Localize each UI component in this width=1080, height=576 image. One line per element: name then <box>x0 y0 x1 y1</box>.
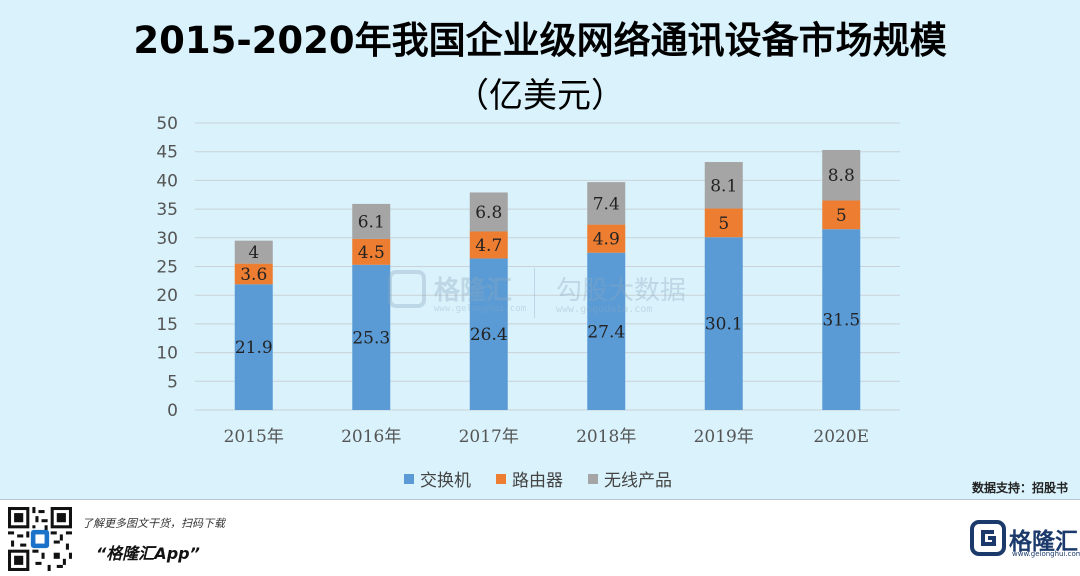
watermark-logo-icon <box>388 270 426 308</box>
grid-lines <box>195 122 900 411</box>
data-label: 4 <box>248 243 259 263</box>
y-tick-label: 30 <box>156 229 178 249</box>
footer <box>0 500 1080 576</box>
bar-segment <box>469 192 508 232</box>
bar-segment <box>822 149 861 201</box>
x-tick-label: 2019年 <box>694 427 754 447</box>
chart-subtitle: （亿美元） <box>455 76 625 116</box>
x-tick-label: 2016年 <box>341 427 401 447</box>
y-tick-label: 50 <box>156 114 178 134</box>
y-tick-label: 15 <box>156 315 178 335</box>
data-label: 7.4 <box>593 194 620 214</box>
data-label: 6.1 <box>358 212 385 232</box>
bar-segment <box>352 264 391 410</box>
bar-segment <box>234 240 273 264</box>
legend: 交换机 路由器 无线产品 <box>404 471 672 491</box>
footer-brand-name: 格隆汇 <box>1009 529 1078 555</box>
x-axis-ticks: 2015年 2016年 2017年 2018年 2019年 2020E <box>224 427 869 447</box>
data-label: 21.9 <box>235 338 273 358</box>
data-label: 5 <box>718 214 729 234</box>
data-label: 4.7 <box>475 236 502 256</box>
bar-segment <box>469 258 508 410</box>
y-tick-label: 10 <box>156 344 178 364</box>
data-label: 3.6 <box>240 265 267 285</box>
data-source: 数据支持：招股书 <box>971 481 1068 495</box>
y-tick-label: 35 <box>156 200 178 220</box>
x-tick-label: 2018年 <box>576 427 636 447</box>
data-label: 27.4 <box>587 322 625 342</box>
bar-segment <box>704 208 743 238</box>
footer-brand-url: www.gelonghui.com <box>1012 550 1080 558</box>
data-label: 31.5 <box>822 311 860 331</box>
data-label: 26.4 <box>470 325 508 345</box>
gelonghui-logo-icon <box>970 520 1006 556</box>
legend-label: 路由器 <box>512 471 563 491</box>
data-label: 6.8 <box>475 203 502 223</box>
y-tick-label: 45 <box>156 143 178 163</box>
bar-segment <box>234 284 273 410</box>
watermark: 格隆汇 www.gelonghui.com 勾股大数据 www.gogudata… <box>388 268 708 320</box>
y-tick-label: 20 <box>156 286 178 306</box>
bar-segment <box>587 224 626 253</box>
bar-segment <box>587 182 626 225</box>
x-tick-label: 2015年 <box>224 427 284 447</box>
bar-segment <box>704 237 743 410</box>
bar-segment <box>469 231 508 259</box>
footer-app-name: “格隆汇App” <box>96 544 200 563</box>
data-label: 30.1 <box>705 315 743 335</box>
legend-swatch <box>496 474 506 484</box>
data-label: 4.9 <box>593 230 620 250</box>
data-label: 5 <box>836 206 847 226</box>
footer-promo-text: 了解更多图文干货，扫码下载 <box>82 517 225 530</box>
watermark-partner-url: www.gogudata.com <box>556 304 653 315</box>
x-tick-label: 2020E <box>813 427 869 447</box>
bar-segment <box>822 200 861 230</box>
data-label: 4.5 <box>358 243 385 263</box>
bar-segment <box>822 229 861 410</box>
legend-swatch <box>404 474 414 484</box>
data-label: 25.3 <box>352 328 390 348</box>
watermark-divider <box>534 268 535 318</box>
data-label: 8.8 <box>828 166 855 186</box>
bar-segment <box>587 252 626 410</box>
y-tick-label: 40 <box>156 171 178 191</box>
y-tick-label: 0 <box>167 401 178 421</box>
legend-swatch <box>588 474 598 484</box>
qr-code-icon[interactable] <box>8 507 72 571</box>
watermark-brand: 格隆汇 <box>434 276 513 306</box>
x-tick-label: 2017年 <box>459 427 519 447</box>
legend-label: 无线产品 <box>604 471 672 491</box>
y-tick-label: 5 <box>167 372 178 392</box>
chart-title: 2015-2020年我国企业级网络通讯设备市场规模 <box>133 19 947 62</box>
y-tick-label: 25 <box>156 258 178 278</box>
bar-segment <box>352 203 391 239</box>
data-label: 8.1 <box>710 176 737 196</box>
data-labels: 21.9 3.64 25.3 4.5 6.1 26.4 4.7 6.8 27.4 4.9 7.4 30… <box>235 166 860 358</box>
bar-segment <box>234 263 273 285</box>
bar-segment <box>352 238 391 265</box>
legend-label: 交换机 <box>420 471 471 491</box>
watermark-brand-url: www.gelonghui.com <box>434 304 527 314</box>
bar-segment <box>704 162 743 209</box>
footer-divider <box>0 499 1080 500</box>
watermark-partner: 勾股大数据 <box>556 276 687 306</box>
bars <box>234 149 861 410</box>
y-axis-ticks: 0 5 10 15 20 25 30 35 40 45 50 <box>156 114 178 421</box>
